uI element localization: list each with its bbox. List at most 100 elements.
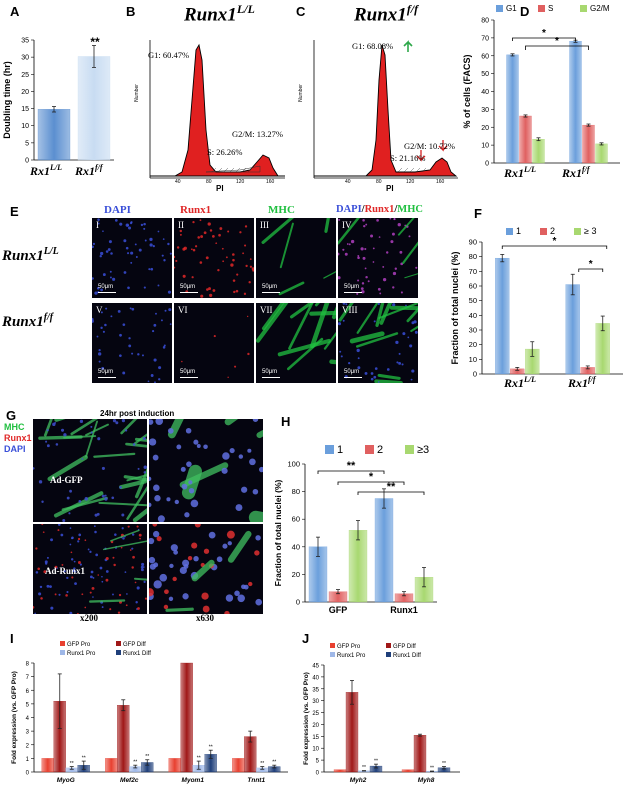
nucleus [110, 252, 113, 255]
bar-s-1 [582, 124, 595, 164]
nucleus [249, 265, 253, 268]
legend-label-3: Runx1 Diff [123, 651, 151, 657]
nucleus [350, 239, 355, 244]
panel-a: A 0 5 10 15 20 25 30 35 Doubling time (hr) ** Rx1… [0, 0, 120, 192]
nucleus [105, 578, 109, 582]
nucleus [39, 585, 43, 589]
panel-a-cat2: Rx1f/f [75, 163, 103, 178]
nucleus [95, 553, 99, 557]
nucleus [125, 223, 129, 227]
nucleus [217, 269, 220, 272]
nucleus [389, 218, 392, 220]
scale-bar-label: 50μm [98, 284, 114, 290]
legend-label-0: 1 [516, 226, 521, 236]
nucleus [158, 378, 161, 381]
scale-bar-label: 50μm [344, 369, 360, 375]
myotube [85, 420, 99, 458]
nucleus [114, 219, 118, 222]
nucleus [374, 367, 378, 370]
nucleus [119, 222, 123, 226]
nucleus [33, 467, 35, 470]
nucleus [131, 352, 134, 355]
nucleus [89, 591, 92, 594]
y-tick-label: 30 [469, 326, 477, 335]
panel-d-cat1: Rx1L/L [504, 165, 537, 180]
nucleus [54, 565, 58, 569]
panel-e-row-label-1: Runx1L/L [2, 246, 59, 264]
nucleus [65, 594, 68, 597]
panel-b-xtick-0: 40 [175, 179, 181, 185]
y-tick-label: 60 [481, 53, 489, 60]
nucleus [402, 332, 406, 336]
nucleus [71, 537, 73, 540]
scale-bar-label: 50μm [344, 284, 360, 290]
nucleus [157, 284, 160, 287]
nucleus [357, 279, 360, 282]
nucleus [94, 291, 98, 295]
nucleus [121, 419, 126, 423]
y-tick-label: 15 [312, 735, 319, 741]
y-tick-label: 20 [21, 89, 29, 96]
nucleus [137, 607, 140, 610]
nucleus [49, 585, 52, 589]
nucleus [152, 524, 158, 527]
myotube [248, 510, 263, 522]
nucleus [104, 497, 108, 501]
nucleus [69, 527, 72, 529]
myotube [132, 507, 147, 522]
myotube [47, 455, 88, 482]
nucleus [176, 444, 182, 450]
nucleus [382, 278, 387, 282]
micrograph-iv-label: IV [342, 220, 352, 230]
nucleus [199, 261, 203, 264]
nucleus [117, 611, 121, 614]
nucleus [392, 286, 395, 289]
nucleus [164, 309, 167, 312]
nucleus [41, 500, 44, 503]
significance-bracket [337, 481, 405, 485]
nucleus [163, 344, 166, 347]
nucleus [138, 248, 142, 252]
myotube [309, 310, 336, 316]
nucleus [167, 428, 174, 434]
panel-a-cat1: Rx1L/L [30, 163, 63, 178]
myotube [93, 452, 136, 458]
nucleus [185, 427, 192, 434]
legend-label-2: Runx1 Pro [337, 653, 366, 659]
legend-swatch-0 [60, 641, 65, 646]
legend-label-0: G1 [506, 4, 517, 13]
nucleus [338, 218, 341, 221]
myotube [410, 325, 418, 333]
nucleus [183, 246, 187, 250]
panel-b-s: S: 26.26% [207, 147, 243, 157]
legend-label-1: GFP Diff [393, 644, 416, 650]
nucleus [122, 537, 125, 540]
nucleus [378, 236, 381, 238]
nucleus [100, 288, 104, 292]
nucleus [44, 562, 48, 565]
nucleus [360, 287, 364, 291]
nucleus [232, 279, 236, 282]
nucleus [94, 530, 97, 534]
nucleus [172, 576, 177, 582]
nucleus [46, 584, 50, 588]
significance-mark: * [369, 471, 374, 483]
nucleus [227, 230, 230, 233]
nucleus [97, 222, 100, 225]
nucleus [79, 419, 84, 424]
nucleus [377, 287, 381, 291]
nucleus [66, 576, 69, 580]
myotube [377, 373, 401, 380]
bar-g2m-1 [595, 143, 608, 164]
nucleus [238, 454, 244, 459]
y-tick-label: 0 [25, 158, 29, 165]
significance-mark: ** [347, 460, 356, 472]
significance-bracket [357, 491, 425, 495]
legend-label-0: GFP Pro [337, 644, 361, 650]
nucleus [248, 281, 251, 284]
scale-bar [180, 292, 198, 293]
micrograph-viii-label: VIII [342, 305, 358, 315]
panel-g-row-ad-runx1: Ad-Runx1 [45, 566, 86, 576]
nucleus [140, 565, 144, 569]
panel-c-xtick-2: 120 [406, 179, 415, 185]
